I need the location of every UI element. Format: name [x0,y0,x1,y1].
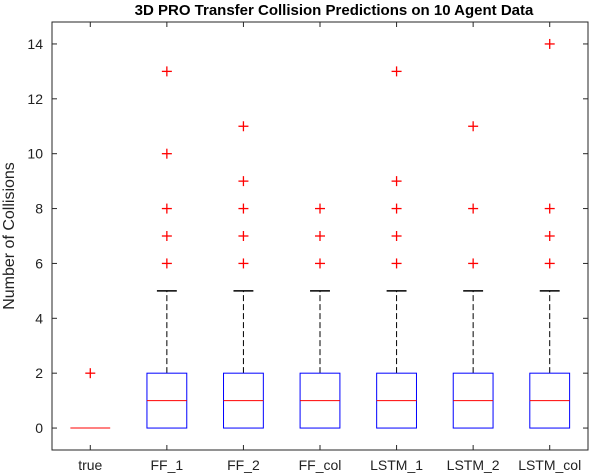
chart-title: 3D PRO Transfer Collision Predictions on… [135,2,534,19]
outlier-marker [315,203,325,214]
y-axis: 0 2 4 6 8 10 12 14 [27,36,588,436]
box-group-FF_col [299,203,341,429]
outlier-marker [315,258,325,269]
x-tick-label: FF_2 [227,457,260,473]
boxes [70,38,571,429]
y-tick-label: 2 [35,365,43,381]
outlier-marker [468,203,479,214]
outlier-marker [468,258,479,269]
y-tick-label: 8 [35,201,43,217]
box-group-FF_1 [146,66,188,429]
x-tick-label: LSTM_col [518,457,581,473]
outlier-marker [391,258,402,269]
outlier-marker [391,203,402,214]
y-tick-label: 0 [35,420,43,436]
y-tick-label: 12 [27,91,43,107]
outlier-marker [544,38,555,49]
y-tick-label: 6 [35,255,43,271]
outlier-marker [391,66,402,77]
outlier-marker [544,203,555,214]
y-tick-label: 10 [27,146,43,162]
outlier-marker [315,231,325,241]
box-group-LSTM_2 [452,121,494,429]
x-tick-label: FF_1 [151,457,184,473]
box-group-LSTM_col [529,38,571,429]
outlier-marker [238,121,249,132]
box-group-LSTM_1 [376,66,417,429]
outlier-marker [161,66,172,77]
outlier-marker [391,176,402,187]
outlier-marker [85,368,96,379]
outlier-marker [238,203,249,214]
x-tick-label: LSTM_1 [370,457,423,473]
box-group-true [70,368,111,429]
x-tick-label: FF_col [299,457,342,473]
x-axis: true FF_1 FF_2 FF_col LSTM_1 LSTM_2 LSTM_col [78,22,581,473]
outlier-marker [238,258,249,269]
outlier-marker [161,203,172,214]
box-group-FF_2 [223,121,264,429]
x-tick-label: LSTM_2 [447,457,500,473]
y-axis-label: Number of Collisions [1,162,18,310]
outlier-marker [544,258,555,269]
outlier-marker [161,258,172,269]
outlier-marker [544,231,555,241]
outlier-marker [468,121,479,132]
outlier-marker [161,231,172,241]
y-tick-label: 14 [27,36,43,52]
y-tick-label: 4 [35,310,43,326]
x-tick-label: true [78,457,102,473]
outlier-marker [238,176,249,187]
outlier-marker [161,148,172,159]
outlier-marker [391,231,402,241]
outlier-marker [238,231,249,241]
